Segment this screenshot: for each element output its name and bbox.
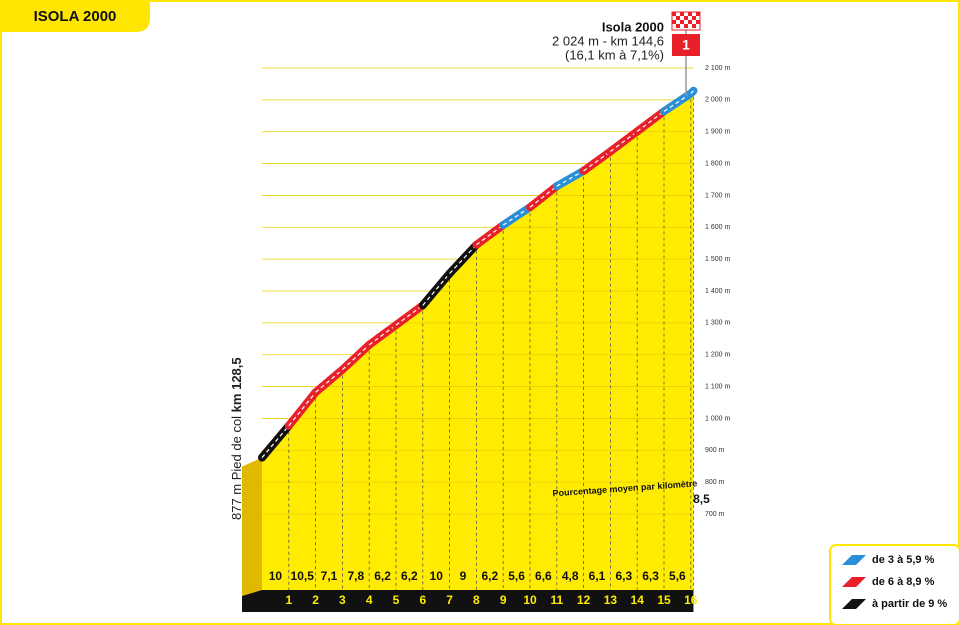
legend-label: à partir de 9 % [872,598,947,610]
summit-name: Isola 2000 [602,19,664,34]
profile-centerline [556,170,584,187]
title: ISOLA 2000 [34,8,117,25]
gradient-label: 10 [269,569,283,583]
km-label: 13 [604,593,618,607]
legend: de 3 à 5,9 % de 6 à 8,9 % à partir de 9 % [829,544,960,625]
km-label: 16 [684,593,698,607]
y-tick-label: 1 000 m [705,415,730,422]
base-band [242,590,694,612]
profile-centerline [690,90,694,94]
profile-centerline [341,344,370,371]
profile-centerline [583,150,611,172]
gradient-label: 7,8 [347,569,364,583]
km-label: 11 [550,593,563,607]
y-tick-label: 1 200 m [705,352,730,359]
gradient-label: 10,5 [291,569,315,583]
km-label: 2 [312,593,319,607]
summit-details: 2 024 m - km 144,6 [552,33,664,48]
foot-km: km 128,5 [229,357,244,412]
profile-segment [445,240,481,278]
km-label: 6 [419,593,426,607]
profile-centerline [663,92,692,112]
km-label: 10 [523,593,537,607]
km-label: 14 [631,593,645,607]
profile-centerline [610,130,638,152]
gradient-label: 6,1 [589,569,606,583]
gradient-label: 9 [460,569,467,583]
profile-centerline [502,206,531,226]
y-tick-label: 1 600 m [705,224,730,231]
foot-label: 877 m Pied de col km 128,5 [229,357,244,520]
profile-side [242,457,262,596]
km-label: 1 [285,593,292,607]
gradient-label: 10 [430,569,444,583]
gradient-label: 6,3 [615,569,632,583]
foot-text: 877 m Pied de col [229,412,244,520]
profile-centerline [368,324,397,346]
y-tick-label: 1 800 m [705,160,730,167]
legend-swatch [842,599,866,609]
chart: 700 m 800 m 900 m 1 000 m 1 100 m 1 200 m 1 30… [242,65,730,612]
km-label: 4 [366,593,373,607]
y-tick-label: 1 900 m [705,129,730,136]
gradient-label: 4,8 [562,569,579,583]
profile-centerline [529,185,558,208]
km-label: 7 [446,593,453,607]
gradient-label: 5,6 [508,569,525,583]
km-label: 12 [577,593,591,607]
legend-label: de 3 à 5,9 % [872,554,935,566]
gradient-label: 6,2 [401,569,418,583]
profile-fill [262,90,694,590]
y-tick-label: 1 400 m [705,288,730,295]
title-tab [0,0,150,32]
km-label: 3 [339,593,346,607]
profile-centerline [315,369,343,393]
profile-centerline [395,304,424,326]
y-tick-label: 1 500 m [705,256,730,263]
km-label: 5 [393,593,400,607]
gradient-label: 6,2 [374,569,391,583]
profile-centerline [476,224,504,246]
gradient-label: 6,2 [481,569,498,583]
km-label: 9 [500,593,507,607]
profile-segment [418,269,454,310]
km-label: 15 [657,593,671,607]
gradient-label: 7,1 [321,569,338,583]
y-tick-label: 1 300 m [705,320,730,327]
gradient-label: 8,5 [693,492,710,506]
y-tick-label: 900 m [705,447,725,454]
flag-label: 1 [682,37,690,53]
gradient-label: 5,6 [669,569,686,583]
summit-climb: (16,1 km à 7,1%) [565,47,664,62]
gradient-label: 6,6 [535,569,552,583]
y-tick-label: 700 m [705,511,725,518]
y-tick-label: 800 m [705,479,725,486]
summit-flag [671,11,701,95]
profile-centerline [636,110,665,132]
legend-label: de 6 à 8,9 % [872,576,935,588]
y-tick-label: 2 000 m [705,97,730,104]
y-tick-label: 1 700 m [705,192,730,199]
legend-swatch [842,555,866,565]
profile-segment [258,421,293,462]
gradient-label: 6,3 [642,569,659,583]
y-tick-label: 2 100 m [705,65,730,72]
km-label: 8 [473,593,480,607]
y-tick-label: 1 100 m [705,383,730,390]
profile-centerline [288,391,317,427]
legend-swatch [842,577,866,587]
